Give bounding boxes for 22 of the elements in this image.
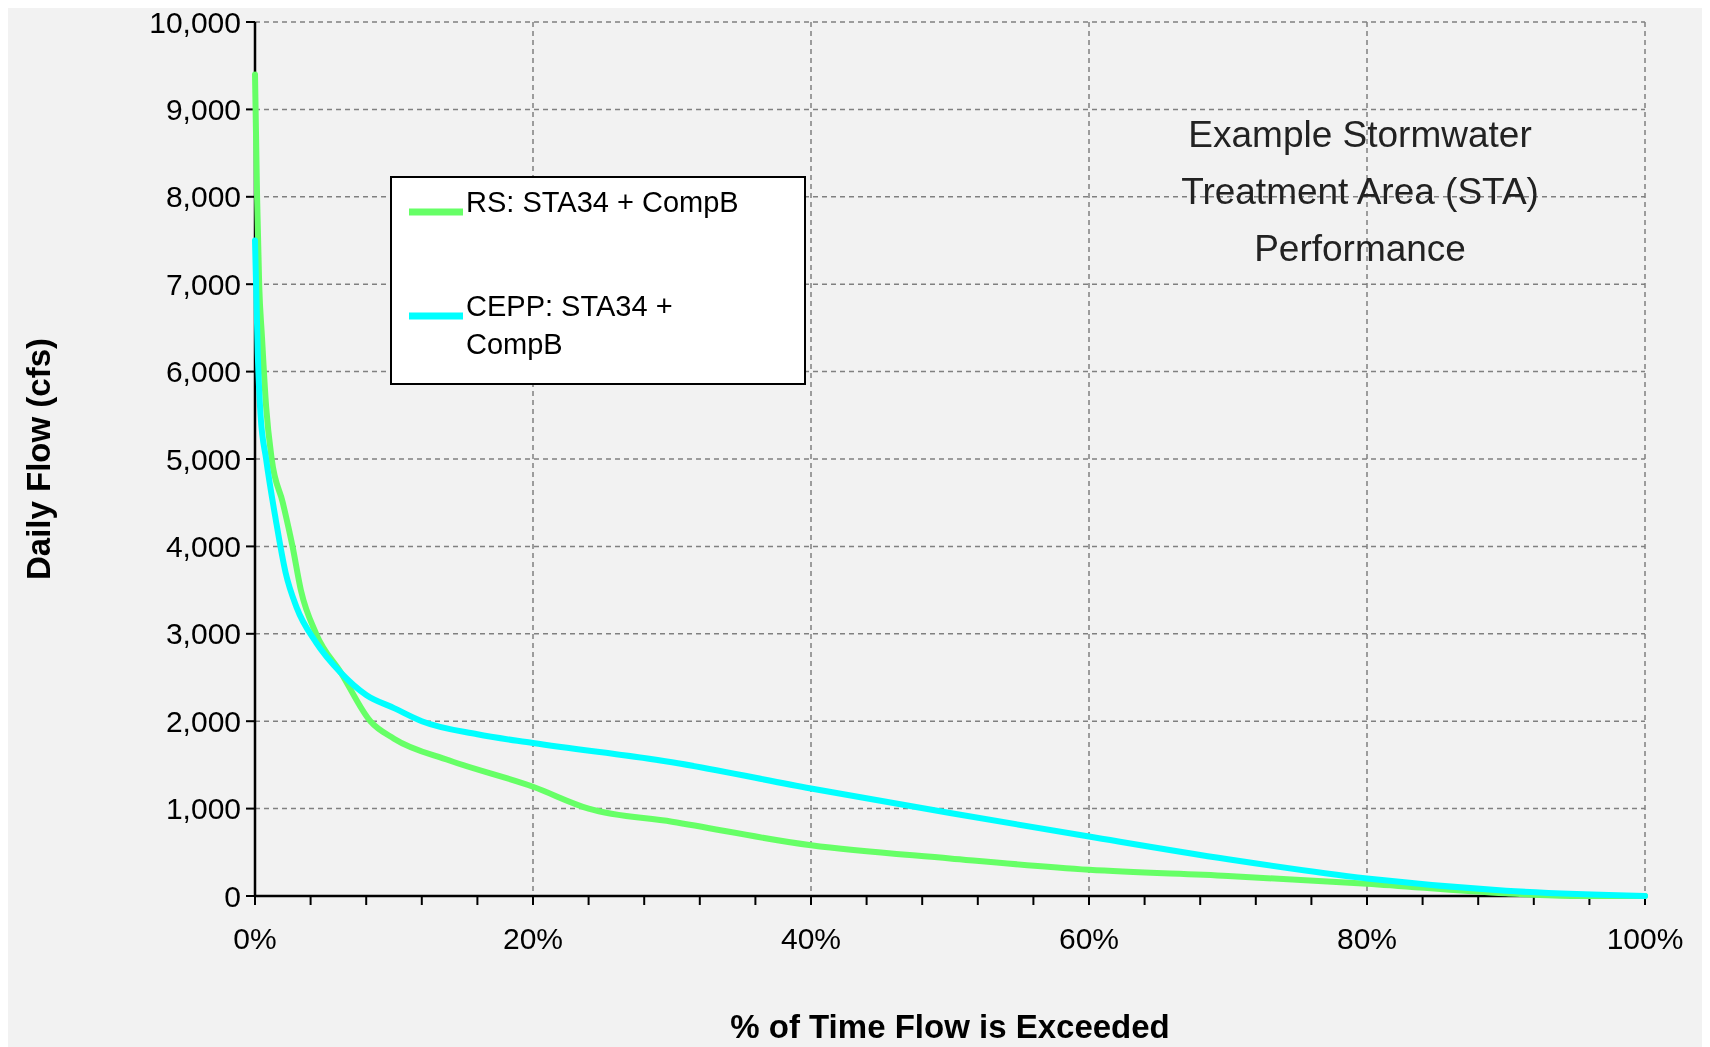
y-axis-title: Daily Flow (cfs) (20, 337, 57, 581)
y-tick-label: 0 (224, 879, 241, 913)
x-tick-label: 40% (780, 922, 842, 955)
x-tick-label: 80% (1336, 922, 1398, 955)
y-tick-label: 10,000 (149, 5, 241, 39)
x-tick-label: 20% (502, 922, 564, 955)
legend-label: CEPP: STA34 + CompB (466, 290, 673, 360)
y-tick-label: 3,000 (165, 617, 241, 651)
y-tick-label: 4,000 (165, 529, 241, 563)
legend-label: RS: STA34 + CompB (466, 186, 739, 218)
x-tick-label: 60% (1058, 922, 1120, 955)
y-tick-label: 2,000 (165, 704, 241, 738)
x-axis-title: % of Time Flow is Exceeded (730, 1008, 1170, 1045)
annotation: Example Stormwater Treatment Area (STA) Performance (1181, 114, 1539, 269)
y-tick-label: 7,000 (165, 267, 241, 301)
y-tick-label: 1,000 (165, 792, 241, 826)
y-tick-label: 9,000 (165, 92, 241, 126)
y-tick-label: 6,000 (165, 355, 241, 389)
x-tick-label: 100% (1606, 922, 1684, 955)
x-tick-label: 0% (233, 922, 277, 955)
y-tick-label: 5,000 (165, 442, 241, 476)
y-tick-label: 8,000 (165, 180, 241, 214)
